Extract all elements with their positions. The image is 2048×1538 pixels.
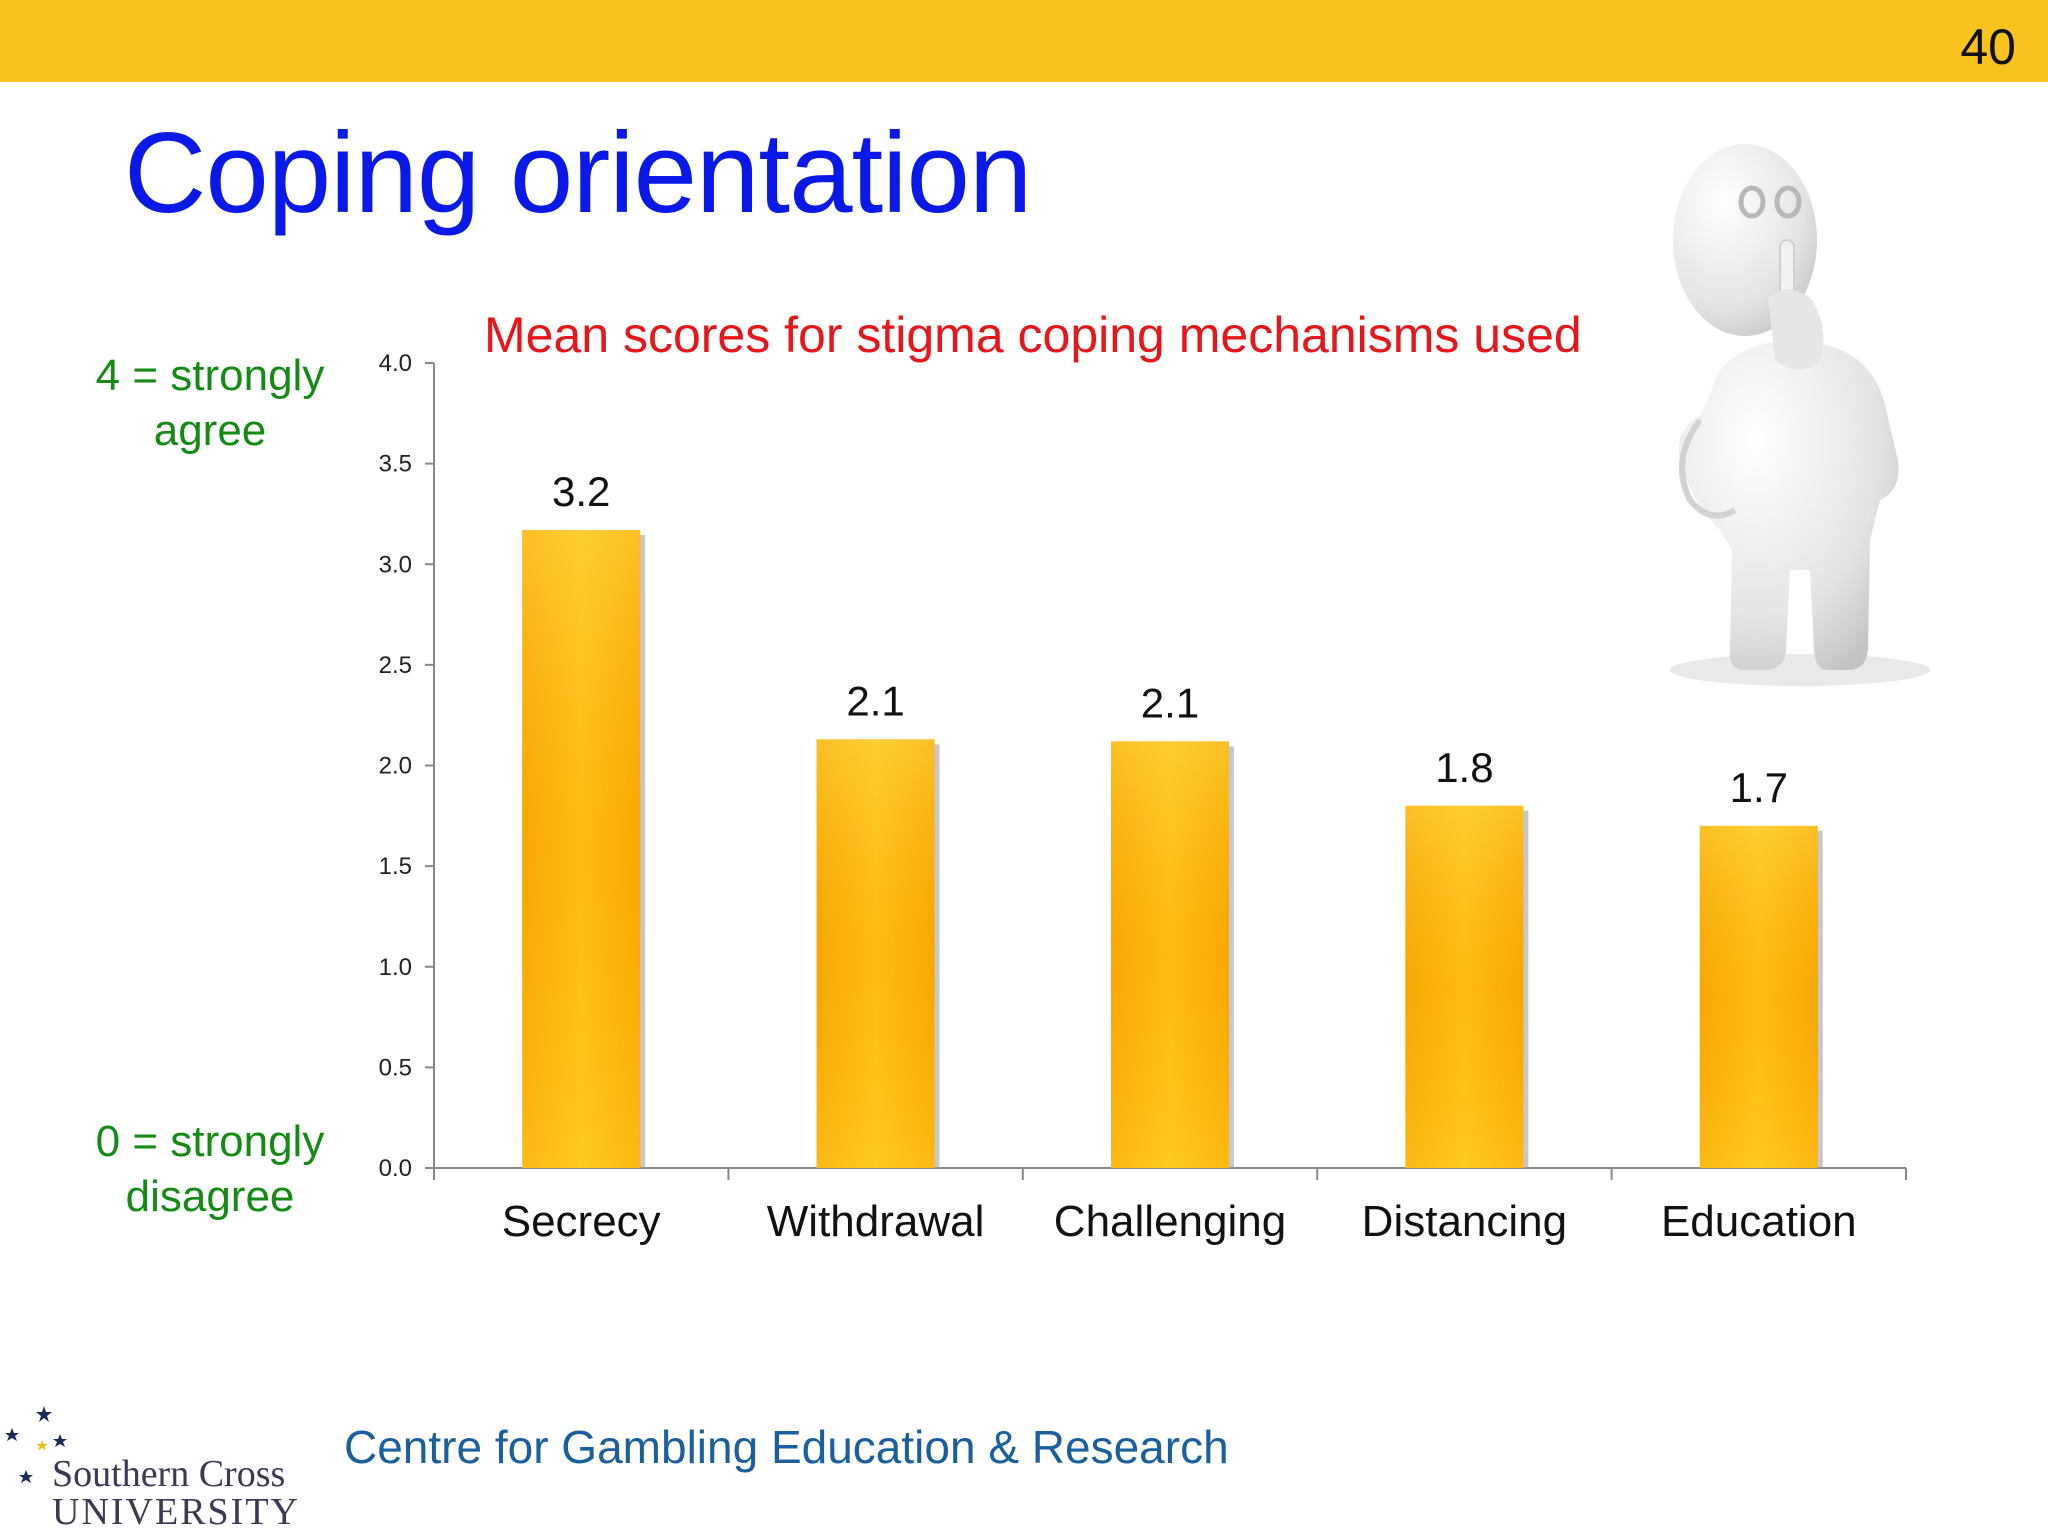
chart-title: Mean scores for stigma coping mechanisms… (484, 307, 1582, 363)
bar-highlight (816, 739, 935, 1168)
y-tick-label: 0.5 (379, 1054, 412, 1081)
x-tick-label: Distancing (1362, 1197, 1567, 1246)
university-logo: Southern Cross UNIVERSITY (2, 1398, 332, 1536)
data-label: 1.8 (1435, 744, 1493, 791)
x-tick-label: Withdrawal (767, 1197, 985, 1246)
bar-highlight (1111, 741, 1229, 1168)
logo-text-line2: UNIVERSITY (52, 1491, 300, 1533)
x-tick-label: Challenging (1054, 1197, 1286, 1246)
bar-chart: 0.0 0.5 1.0 1.5 2.0 2.5 3.0 3.5 4.0 3.2 Secrecy 2.1… (379, 350, 1907, 1246)
y-tick-label: 0.0 (379, 1155, 412, 1182)
scale-note-bottom: 0 = strongly disagree (95, 1117, 325, 1221)
y-tick-label: 4.0 (379, 350, 412, 377)
data-label: 2.1 (1141, 679, 1199, 726)
scale-note-top: 4 = strongly agree (95, 351, 325, 455)
y-tick-label: 3.0 (379, 551, 412, 578)
y-tick-label: 1.0 (379, 954, 412, 981)
bar-highlight (1405, 805, 1524, 1168)
x-tick-label: Education (1661, 1197, 1857, 1246)
slide-title: Coping orientation (124, 110, 1032, 237)
bar-highlight (1699, 825, 1818, 1168)
bar-highlight (522, 530, 641, 1168)
university-stars-icon (5, 1406, 67, 1483)
top-banner (0, 0, 2048, 82)
thinking-figure-icon (1670, 144, 1930, 686)
y-tick-label: 1.5 (379, 853, 412, 880)
page-number: 40 (1960, 19, 2016, 75)
logo-text-line1: Southern Cross (52, 1453, 286, 1495)
footer-text: Centre for Gambling Education & Research (344, 1421, 1229, 1473)
y-tick-label: 3.5 (379, 451, 412, 478)
x-tick-label: Secrecy (502, 1197, 661, 1246)
y-tick-label: 2.0 (379, 753, 412, 780)
y-tick-label: 2.5 (379, 652, 412, 679)
data-label: 3.2 (552, 468, 610, 515)
data-label: 2.1 (846, 677, 904, 724)
data-label: 1.7 (1730, 764, 1788, 811)
